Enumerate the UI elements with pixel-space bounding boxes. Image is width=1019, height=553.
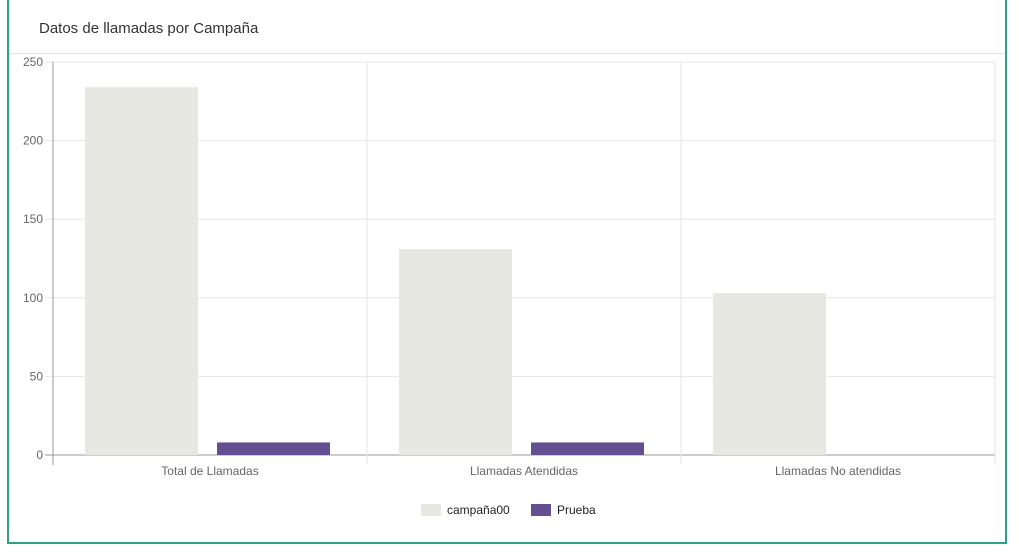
y-tick-label: 200 xyxy=(23,134,43,148)
y-tick-label: 150 xyxy=(23,212,43,226)
bar-campana00 xyxy=(713,293,826,455)
x-tick-label: Llamadas Atendidas xyxy=(470,464,578,478)
panel-header: Datos de llamadas por Campaña xyxy=(9,0,1005,54)
bar-prueba xyxy=(531,442,644,455)
legend-label: Prueba xyxy=(557,503,596,517)
bar-campana00 xyxy=(399,249,512,455)
x-tick-label: Llamadas No atendidas xyxy=(775,464,901,478)
y-tick-label: 100 xyxy=(23,291,43,305)
legend-swatch xyxy=(531,504,551,516)
panel-title: Datos de llamadas por Campaña xyxy=(39,20,259,37)
x-tick-label: Total de Llamadas xyxy=(161,464,258,478)
y-tick-label: 0 xyxy=(36,448,43,462)
legend-swatch xyxy=(421,504,441,516)
legend-label: campaña00 xyxy=(447,503,510,517)
y-tick-label: 250 xyxy=(23,55,43,69)
y-tick-label: 50 xyxy=(30,369,44,383)
bar-prueba xyxy=(217,442,330,455)
bar-campana00 xyxy=(85,87,198,455)
